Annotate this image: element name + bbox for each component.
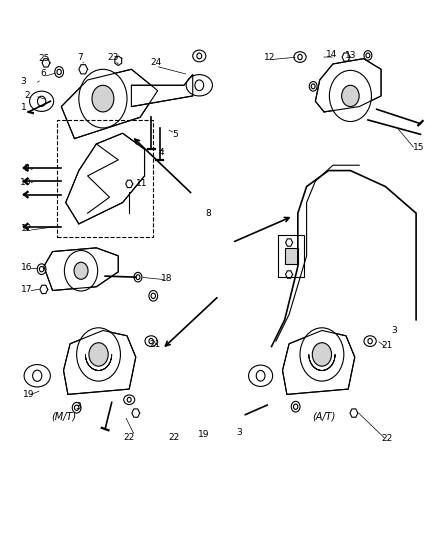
Circle shape — [134, 272, 142, 282]
Circle shape — [32, 370, 42, 382]
Ellipse shape — [294, 52, 306, 62]
Circle shape — [149, 290, 158, 301]
Text: 3: 3 — [391, 326, 397, 335]
Text: 22: 22 — [169, 433, 180, 441]
Text: 21: 21 — [381, 341, 393, 350]
Circle shape — [136, 275, 140, 279]
FancyBboxPatch shape — [278, 235, 304, 277]
Polygon shape — [44, 248, 118, 290]
Text: 23: 23 — [107, 53, 119, 61]
Text: 3: 3 — [20, 77, 26, 86]
Text: 5: 5 — [172, 130, 178, 139]
Circle shape — [72, 402, 81, 413]
Circle shape — [89, 343, 108, 366]
Circle shape — [74, 262, 88, 279]
Circle shape — [79, 69, 127, 128]
Circle shape — [127, 398, 131, 402]
Circle shape — [64, 251, 98, 291]
Text: 6: 6 — [40, 69, 46, 77]
Circle shape — [92, 85, 114, 112]
Text: 14: 14 — [326, 50, 337, 59]
Circle shape — [300, 328, 344, 381]
Circle shape — [39, 266, 44, 272]
Circle shape — [329, 70, 371, 122]
Circle shape — [368, 338, 372, 344]
Text: 11: 11 — [136, 180, 147, 188]
Circle shape — [77, 328, 120, 381]
Circle shape — [366, 53, 370, 58]
Polygon shape — [66, 133, 145, 224]
Circle shape — [311, 84, 315, 88]
Ellipse shape — [186, 75, 212, 96]
Text: 2: 2 — [25, 92, 30, 100]
Ellipse shape — [124, 395, 134, 405]
Text: 12: 12 — [264, 53, 275, 61]
Text: 15: 15 — [413, 143, 424, 152]
Polygon shape — [64, 330, 136, 394]
Text: 19: 19 — [198, 430, 209, 439]
Text: 10: 10 — [20, 178, 31, 187]
Text: 21: 21 — [150, 341, 161, 349]
Text: 3: 3 — [236, 429, 242, 437]
Circle shape — [195, 80, 204, 91]
Circle shape — [55, 67, 64, 77]
Circle shape — [291, 401, 300, 412]
Circle shape — [312, 343, 332, 366]
Circle shape — [57, 69, 61, 75]
Text: 4: 4 — [159, 149, 164, 157]
Text: 17: 17 — [21, 286, 33, 294]
Circle shape — [151, 293, 155, 298]
Circle shape — [293, 404, 298, 409]
Text: 1: 1 — [21, 103, 27, 112]
Text: (A/T): (A/T) — [312, 412, 336, 422]
Text: 22: 22 — [381, 434, 393, 442]
Circle shape — [74, 405, 79, 410]
Polygon shape — [131, 75, 193, 107]
FancyBboxPatch shape — [285, 248, 298, 264]
Text: 24: 24 — [151, 59, 162, 67]
Text: 16: 16 — [21, 263, 33, 272]
Circle shape — [342, 85, 359, 107]
Circle shape — [256, 370, 265, 381]
Text: 19: 19 — [23, 390, 34, 399]
Ellipse shape — [249, 365, 272, 386]
Polygon shape — [315, 59, 381, 112]
Circle shape — [309, 82, 317, 91]
Text: 25: 25 — [38, 54, 49, 62]
Circle shape — [298, 54, 302, 60]
Text: 22: 22 — [124, 433, 135, 441]
Polygon shape — [61, 69, 158, 139]
Ellipse shape — [364, 336, 376, 346]
Polygon shape — [283, 330, 355, 394]
Circle shape — [149, 338, 153, 344]
Text: (M/T): (M/T) — [51, 412, 76, 422]
Circle shape — [197, 53, 202, 59]
Circle shape — [37, 96, 46, 106]
Ellipse shape — [24, 365, 50, 387]
Text: 3: 3 — [75, 402, 81, 410]
Circle shape — [364, 51, 372, 60]
Text: 9: 9 — [23, 165, 29, 173]
Ellipse shape — [29, 91, 53, 111]
Circle shape — [37, 264, 46, 274]
Ellipse shape — [145, 336, 157, 346]
Text: 13: 13 — [345, 52, 356, 60]
Text: 7: 7 — [77, 53, 83, 61]
Text: 18: 18 — [161, 274, 172, 282]
Ellipse shape — [193, 50, 206, 62]
Text: 12: 12 — [21, 224, 32, 232]
Text: 8: 8 — [205, 209, 211, 217]
